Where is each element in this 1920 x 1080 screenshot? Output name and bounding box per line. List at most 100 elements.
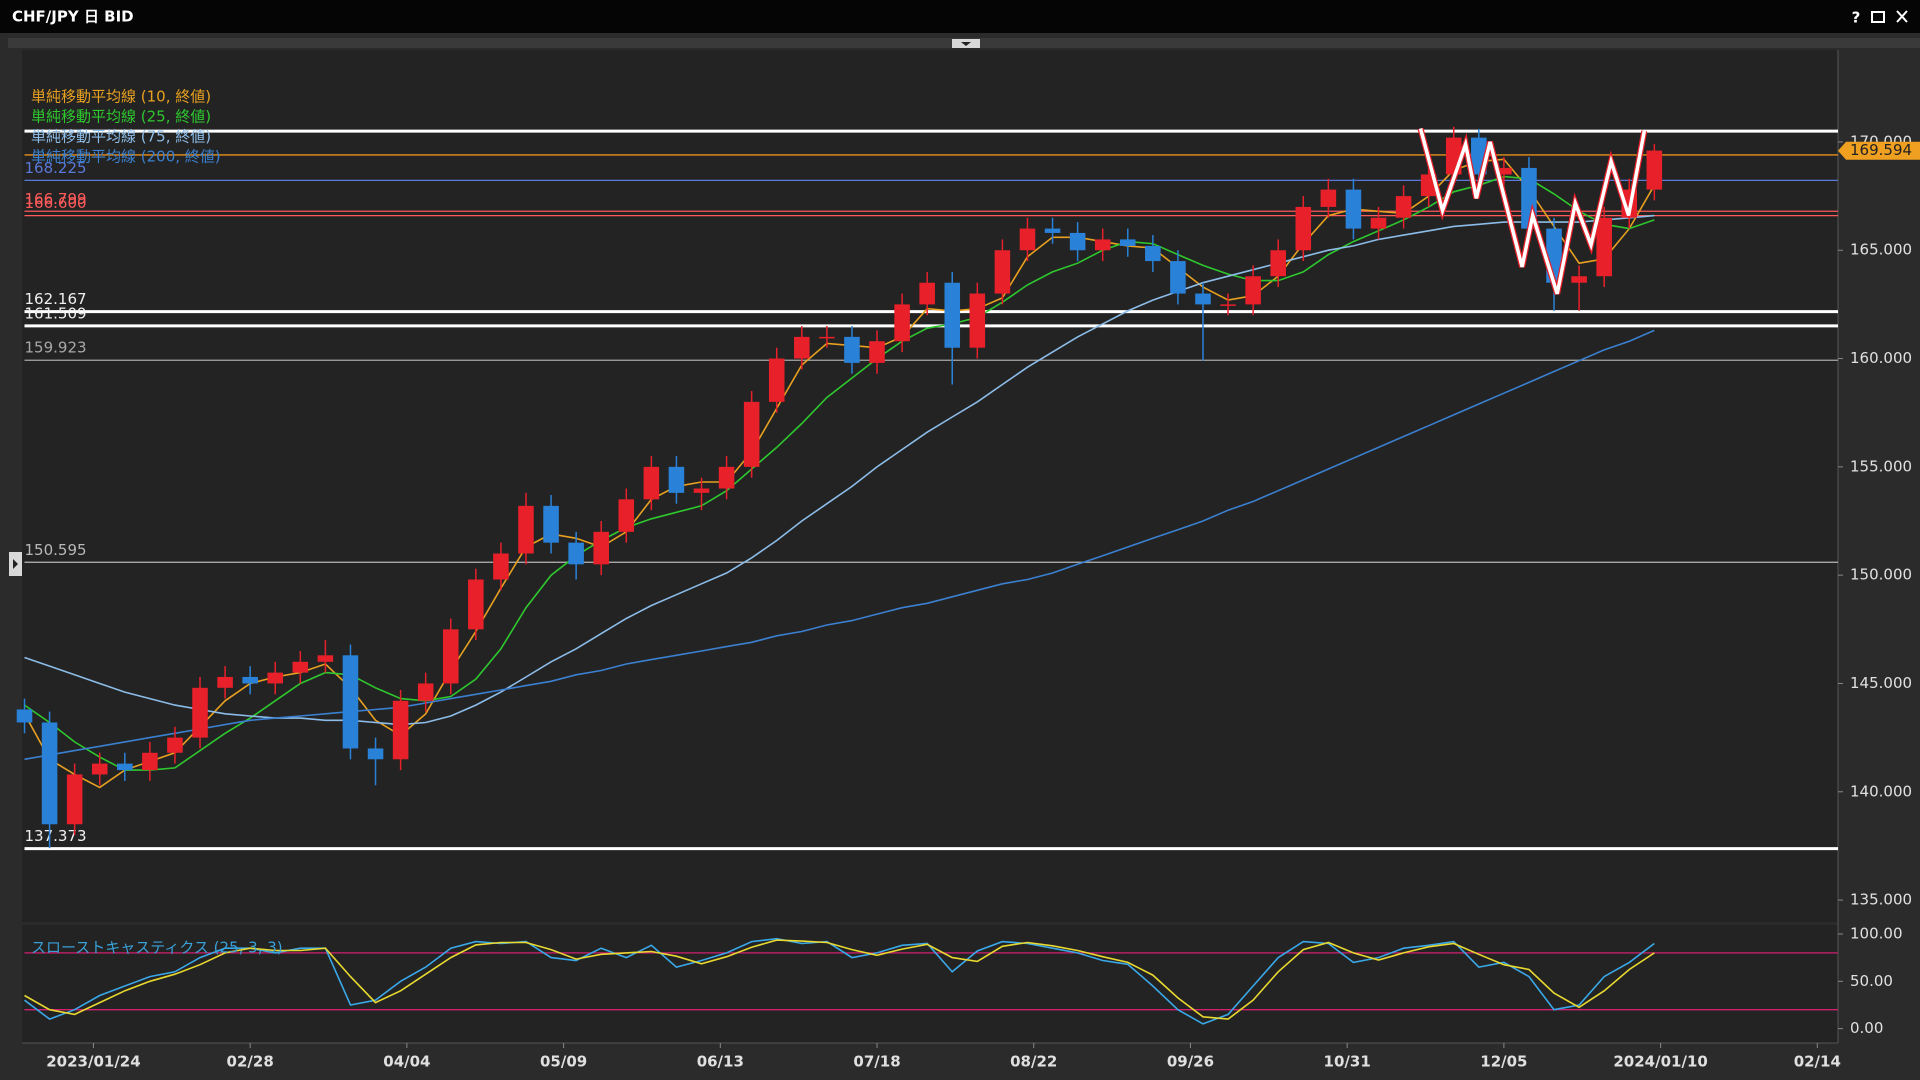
drawing-line (1418, 128, 1647, 295)
candle-body (1044, 228, 1061, 233)
title-bar (0, 0, 1920, 33)
candle-body (994, 250, 1011, 294)
candle-body (618, 499, 635, 532)
side-tab-arrow (13, 559, 18, 569)
y-tick-label: 155.000 (1850, 457, 1912, 475)
candle-body (1345, 189, 1362, 229)
candle-body (1596, 217, 1612, 277)
x-tick-label: 10/31 (1324, 1053, 1371, 1071)
candle-body (167, 737, 183, 753)
candle-body (342, 655, 359, 749)
candle-body (869, 341, 885, 363)
candle-body (844, 336, 860, 363)
candle-body (1646, 150, 1663, 190)
legend-entry: 単純移動平均線 (10, 終値) (31, 88, 211, 106)
candle-body (1170, 261, 1186, 294)
y-tick-label: 145.000 (1850, 674, 1912, 692)
candle-body (142, 752, 158, 771)
candle-body (1195, 293, 1211, 305)
stochastic-line (24, 939, 1655, 1020)
candle-body (317, 655, 334, 662)
horizontal-line-label: 162.167 (25, 290, 87, 308)
horizontal-line-label: 166.799 (25, 190, 87, 208)
horizontal-line-label: 166.600 (25, 194, 87, 212)
candle-body (91, 763, 108, 775)
candle-body (718, 466, 735, 489)
candle-body (794, 336, 810, 359)
candle-body (1270, 250, 1286, 277)
candle-body (643, 466, 660, 500)
candle-body (117, 763, 133, 771)
y-tick-label: 160.000 (1850, 349, 1912, 367)
x-tick-label: 09/26 (1167, 1053, 1214, 1071)
x-tick-label: 02/14 (1794, 1053, 1841, 1071)
horizontal-line-label: 159.923 (25, 339, 87, 357)
candle-body (442, 629, 459, 684)
legend-entry: 単純移動平均線 (75, 終値) (31, 128, 211, 146)
candle-body (1245, 276, 1261, 305)
y-tick-label: 0.00 (1850, 1019, 1883, 1037)
horizontal-line-label: 161.509 (25, 304, 87, 322)
close-button[interactable] (1896, 10, 1908, 23)
legend-entry: 単純移動平均線 (200, 終値) (31, 148, 221, 166)
x-tick-label: 05/09 (540, 1053, 587, 1071)
candle-body (468, 579, 484, 630)
candle-body (944, 282, 961, 348)
candle-body (493, 553, 509, 580)
candle-body (1019, 228, 1036, 251)
candle-body (1220, 304, 1236, 306)
candle-body (1571, 276, 1587, 283)
candle-body (267, 672, 284, 684)
candle-body (1119, 239, 1136, 246)
y-tick-label: 140.000 (1850, 782, 1912, 800)
x-tick-label: 2023/01/24 (46, 1053, 140, 1071)
candle-body (1069, 232, 1086, 251)
legend-entry: 単純移動平均線 (25, 終値) (31, 108, 211, 126)
help-button[interactable]: ? (1852, 9, 1861, 27)
candle-body (367, 748, 384, 760)
stochastic-panel (22, 925, 1838, 1043)
panel-title: スローストキャスティクス (25, 3, 3) (31, 939, 283, 957)
maximize-button[interactable] (1871, 11, 1885, 23)
horizontal-line-label: 137.373 (25, 827, 87, 845)
y-tick-label: 150.000 (1850, 566, 1912, 584)
last-price-tag (1838, 141, 1920, 160)
moving-average-line (23, 158, 1655, 789)
moving-average-line (24, 329, 1655, 761)
candle-body (768, 358, 785, 402)
candle-body (819, 336, 835, 339)
candle-body (1145, 245, 1161, 262)
horizontal-line-label: 150.595 (25, 541, 87, 559)
last-price-label: 169.594 (1850, 141, 1912, 159)
x-tick-label: 04/04 (383, 1053, 430, 1071)
candle-body (16, 709, 33, 723)
candle-body (1094, 239, 1111, 251)
candle-body (292, 661, 309, 673)
x-tick-label: 06/13 (697, 1053, 744, 1071)
y-tick-label: 50.00 (1850, 972, 1893, 990)
candle-body (217, 676, 233, 688)
x-tick-label: 02/28 (227, 1053, 274, 1071)
candle-body (693, 488, 710, 493)
candle-body (543, 505, 559, 543)
y-tick-label: 100.00 (1850, 924, 1903, 942)
candle-body (969, 293, 986, 348)
x-tick-label: 07/18 (853, 1053, 900, 1071)
y-tick-label: 165.000 (1850, 241, 1912, 259)
candle-body (1370, 217, 1387, 229)
plot-layer: 135.000 140.000 145.000 150.000 155.000 160.0… (16, 88, 1920, 1071)
x-tick-label: 08/22 (1010, 1053, 1057, 1071)
candle-body (1395, 196, 1412, 218)
collapse-arrow (961, 42, 971, 46)
candle-body (919, 282, 935, 305)
candle-body (242, 676, 258, 684)
moving-average-line (24, 175, 1655, 771)
candle-body (66, 774, 83, 825)
x-tick-label: 12/05 (1480, 1053, 1527, 1071)
candle-body (593, 531, 609, 565)
candle-body (41, 722, 58, 825)
horizontal-line-label: 168.225 (25, 159, 87, 177)
candle-body (192, 687, 208, 738)
